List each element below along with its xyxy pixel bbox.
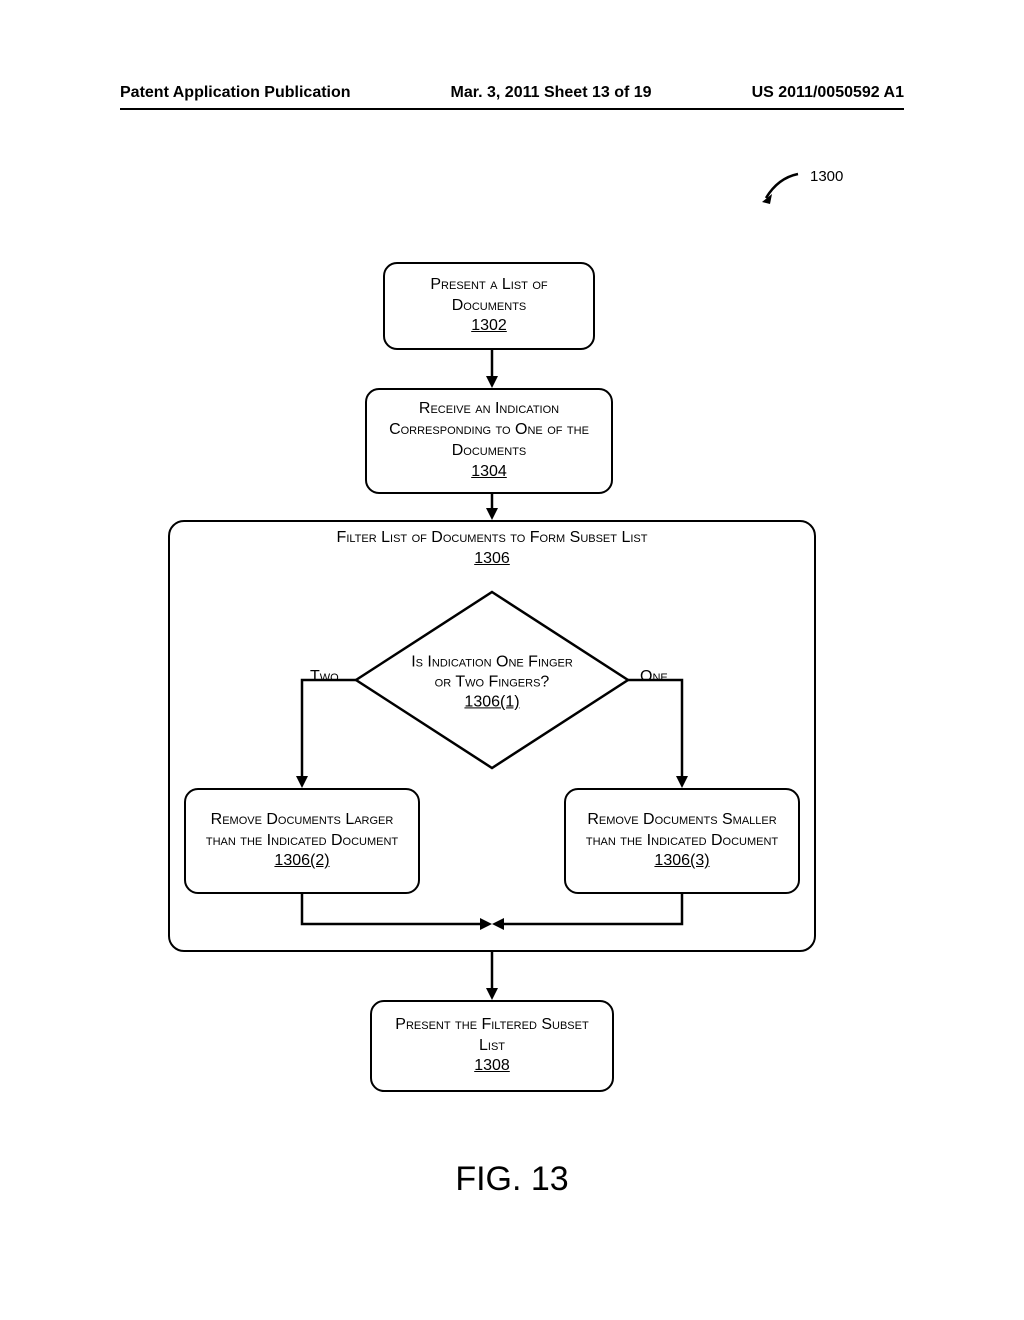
step-1306-3-num: 1306(3) bbox=[654, 851, 709, 872]
step-1308-num: 1308 bbox=[474, 1056, 510, 1077]
arrow-1302-to-1304 bbox=[486, 350, 498, 390]
step-1306-num: 1306 bbox=[474, 550, 510, 567]
arrow-1306-to-1308 bbox=[486, 952, 498, 1002]
step-1306-2: Remove Documents Larger than the Indicat… bbox=[184, 788, 420, 894]
decision-1306-1: Is Indication One Finger or Two Fingers?… bbox=[352, 588, 632, 772]
header-left: Patent Application Publication bbox=[120, 84, 351, 102]
step-1304-num: 1304 bbox=[471, 462, 507, 483]
arrow-diamond-to-1306-2 bbox=[296, 680, 360, 792]
header-right: US 2011/0050592 A1 bbox=[752, 84, 904, 102]
step-1302: Present a List of Documents 1302 bbox=[383, 262, 595, 350]
step-1306-text: Filter List of Documents to Form Subset … bbox=[337, 529, 648, 546]
figure-caption: FIG. 13 bbox=[455, 1160, 568, 1199]
merge-connector bbox=[296, 894, 688, 934]
decision-1306-1-num: 1306(1) bbox=[464, 693, 519, 710]
step-1306-title: Filter List of Documents to Form Subset … bbox=[170, 528, 814, 570]
decision-1306-1-text: Is Indication One Finger or Two Fingers? bbox=[411, 653, 573, 690]
step-1302-num: 1302 bbox=[471, 316, 507, 337]
step-1306-2-text: Remove Documents Larger than the Indicat… bbox=[196, 810, 408, 852]
page-header: Patent Application Publication Mar. 3, 2… bbox=[120, 84, 904, 102]
step-1306-2-num: 1306(2) bbox=[274, 851, 329, 872]
patent-figure-page: Patent Application Publication Mar. 3, 2… bbox=[0, 0, 1024, 1320]
arrow-diamond-to-1306-3 bbox=[624, 680, 688, 792]
reference-arrow-icon bbox=[758, 172, 804, 210]
header-rule bbox=[120, 108, 904, 110]
step-1306-3: Remove Documents Smaller than the Indica… bbox=[564, 788, 800, 894]
header-center: Mar. 3, 2011 Sheet 13 of 19 bbox=[451, 84, 652, 102]
step-1304-text: Receive an Indication Corresponding to O… bbox=[377, 399, 601, 461]
step-1308-text: Present the Filtered Subset List bbox=[382, 1015, 602, 1057]
step-1306-3-text: Remove Documents Smaller than the Indica… bbox=[576, 810, 788, 852]
arrow-1304-to-1306 bbox=[486, 494, 498, 522]
reference-number: 1300 bbox=[810, 168, 843, 185]
step-1308: Present the Filtered Subset List 1308 bbox=[370, 1000, 614, 1092]
step-1302-text: Present a List of Documents bbox=[395, 275, 583, 317]
step-1304: Receive an Indication Corresponding to O… bbox=[365, 388, 613, 494]
